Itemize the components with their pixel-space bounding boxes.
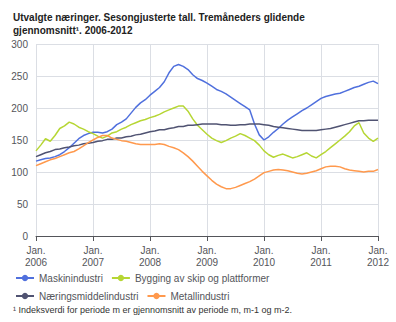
svg-text:200: 200 [11,103,28,114]
svg-text:50: 50 [17,199,29,210]
svg-text:Bygging av skip og plattformer: Bygging av skip og plattformer [135,273,270,284]
svg-text:Jan.: Jan. [312,245,331,256]
svg-text:2009: 2009 [196,257,219,268]
svg-text:Jan.: Jan. [141,245,160,256]
svg-text:Metallindustri: Metallindustri [170,291,229,302]
svg-text:Jan.: Jan. [84,245,103,256]
svg-text:Jan.: Jan. [27,245,46,256]
svg-text:Jan.: Jan. [369,245,388,256]
svg-text:2010: 2010 [253,257,276,268]
svg-text:Utvalgte næringer. Sesongjuste: Utvalgte næringer. Sesongjusterte tall. … [13,12,305,23]
svg-text:Jan.: Jan. [255,245,274,256]
svg-text:Maskinindustri: Maskinindustri [39,273,103,284]
svg-text:2006: 2006 [25,257,48,268]
svg-text:2011: 2011 [310,257,332,268]
svg-text:2008: 2008 [139,257,162,268]
svg-text:¹ Indeksverdi for periode m er: ¹ Indeksverdi for periode m er gjennomsn… [13,305,292,315]
svg-text:2007: 2007 [82,257,105,268]
svg-text:Næringsmiddelindustri: Næringsmiddelindustri [39,291,138,302]
svg-text:Jan.: Jan. [198,245,217,256]
svg-text:gjennomsnitt¹. 2006-2012: gjennomsnitt¹. 2006-2012 [13,25,133,36]
svg-text:100: 100 [11,167,28,178]
svg-text:250: 250 [11,71,28,82]
svg-text:2012: 2012 [367,257,390,268]
svg-text:300: 300 [11,39,28,50]
svg-text:0: 0 [22,231,28,242]
svg-text:150: 150 [11,135,28,146]
